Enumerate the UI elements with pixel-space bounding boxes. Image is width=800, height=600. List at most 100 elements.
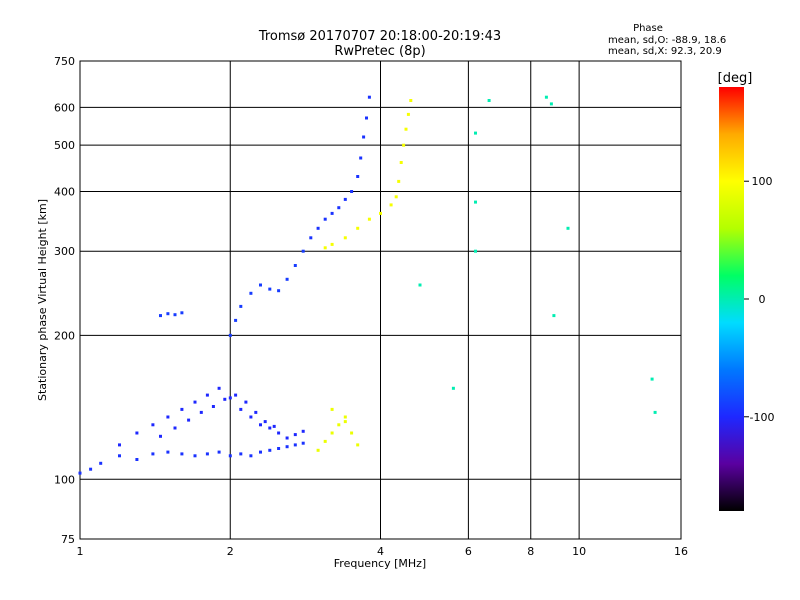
grid-lines — [79, 60, 682, 540]
data-point — [277, 447, 281, 450]
data-point — [268, 426, 272, 430]
data-point — [78, 471, 82, 475]
data-point — [180, 407, 184, 411]
data-point — [205, 393, 209, 397]
colorbar-tick-label: 100 — [752, 175, 773, 188]
data-point — [166, 450, 170, 454]
data-point — [356, 443, 360, 447]
data-point — [199, 410, 203, 414]
data-point — [309, 236, 313, 240]
data-point — [330, 431, 334, 435]
colorbar — [719, 87, 744, 511]
data-point — [259, 450, 262, 454]
data-point — [367, 95, 371, 99]
data-point — [239, 304, 243, 308]
data-point — [365, 116, 368, 120]
x-tick-label: 1 — [77, 545, 84, 558]
data-point — [389, 203, 393, 207]
data-point — [99, 461, 103, 465]
data-point — [330, 211, 334, 215]
data-point — [350, 431, 354, 435]
data-point — [277, 431, 281, 435]
chart-title: Tromsø 20170707 20:18:00-20:19:43 — [258, 29, 501, 44]
data-point — [323, 217, 327, 221]
data-point — [379, 211, 382, 215]
data-point — [118, 443, 121, 447]
data-point — [249, 291, 253, 295]
data-point — [244, 400, 248, 404]
data-point — [272, 424, 276, 428]
data-point — [268, 287, 272, 291]
data-point — [394, 195, 398, 199]
x-axis: 1 2 4 6 8 10 16 — [77, 545, 689, 558]
x-tick-label: 4 — [377, 545, 384, 558]
x-tick-label: 6 — [465, 545, 472, 558]
data-point — [239, 407, 243, 411]
data-point — [566, 226, 570, 230]
data-point — [234, 393, 238, 397]
stats-o-mode: mean, sd,O: -88.9, 18.6 — [608, 35, 726, 46]
data-point — [418, 283, 422, 287]
data-point — [166, 312, 170, 316]
data-point — [205, 452, 209, 456]
data-point — [135, 431, 139, 435]
y-tick-label: 600 — [54, 101, 75, 114]
data-point — [293, 443, 297, 447]
data-points — [78, 95, 657, 475]
data-point — [239, 452, 243, 456]
data-point — [151, 452, 155, 456]
data-point — [474, 131, 477, 135]
data-point — [552, 314, 556, 318]
data-point — [323, 439, 327, 443]
data-point — [337, 423, 341, 427]
data-point — [159, 434, 162, 438]
data-point — [301, 429, 305, 433]
data-point — [399, 161, 403, 164]
data-point — [277, 289, 281, 293]
data-point — [487, 99, 491, 102]
y-axis-label: Stationary phase Virtual Height [km] — [36, 199, 49, 401]
data-point — [259, 283, 262, 287]
data-point — [451, 386, 455, 390]
x-tick-label: 10 — [572, 545, 586, 558]
data-point — [362, 135, 366, 139]
data-point — [301, 441, 305, 445]
data-point — [343, 197, 347, 201]
data-point — [653, 410, 657, 414]
data-point — [549, 102, 553, 106]
data-point — [187, 418, 191, 422]
data-point — [323, 246, 327, 250]
data-point — [343, 415, 347, 419]
data-point — [330, 242, 334, 246]
data-point — [263, 420, 267, 424]
data-point — [301, 249, 305, 253]
data-point — [217, 450, 221, 454]
data-point — [367, 217, 371, 221]
y-tick-label: 200 — [54, 329, 75, 342]
data-point — [135, 458, 139, 461]
data-point — [193, 454, 197, 458]
data-point — [166, 415, 170, 419]
data-point — [356, 175, 360, 178]
colorbar-tick-label: -100 — [750, 411, 775, 424]
data-point — [359, 156, 363, 160]
data-point — [89, 467, 93, 471]
data-point — [223, 397, 227, 401]
data-point — [249, 415, 253, 419]
y-tick-label: 75 — [61, 533, 75, 546]
data-point — [268, 448, 272, 452]
data-point — [285, 445, 289, 449]
data-point — [293, 433, 297, 437]
data-point — [151, 423, 155, 427]
colorbar-tick-label: 0 — [759, 293, 766, 306]
data-point — [404, 127, 408, 131]
stats-title: Phase — [633, 23, 663, 34]
data-point — [474, 249, 477, 253]
data-point — [330, 407, 334, 411]
x-tick-label: 8 — [527, 545, 534, 558]
data-point — [316, 448, 320, 452]
data-point — [343, 236, 347, 240]
data-point — [249, 454, 253, 458]
chart-subtitle: RwPretec (8p) — [334, 44, 425, 59]
